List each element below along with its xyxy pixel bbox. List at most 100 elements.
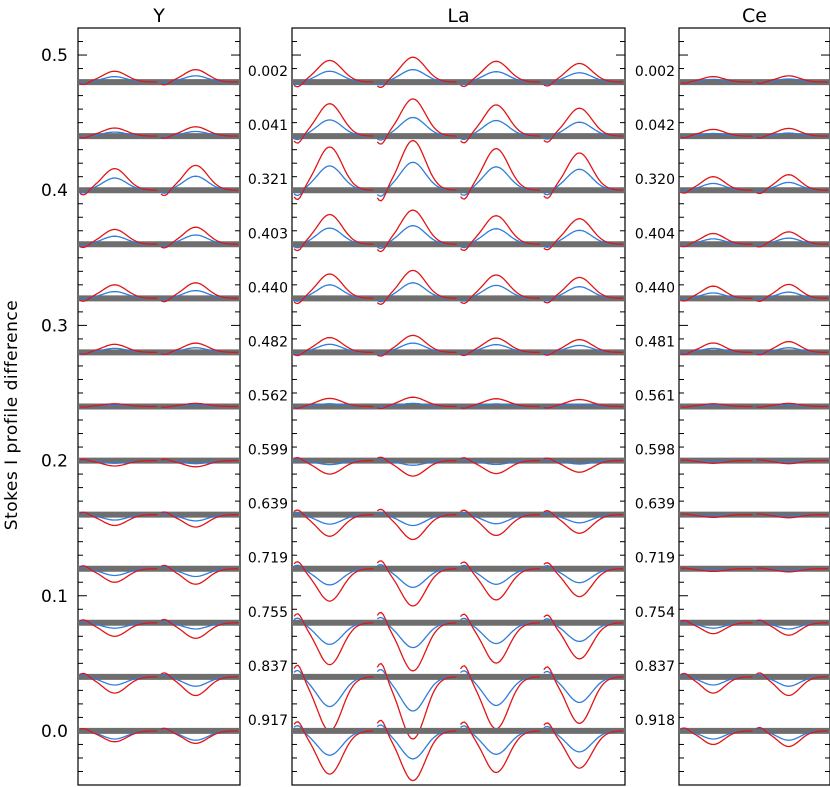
phase-label: 0.639 — [635, 497, 675, 513]
red-profile-curve — [756, 231, 829, 248]
panel-title: Y — [152, 5, 165, 27]
red-profile-curve — [756, 174, 828, 195]
blue-profile-curve — [460, 670, 540, 707]
red-profile-curve — [460, 457, 540, 475]
red-profile-curve — [160, 282, 238, 303]
red-profile-curve — [376, 209, 457, 253]
red-profile-curve — [293, 103, 374, 144]
red-profile-curve — [680, 232, 753, 248]
red-profile-curve — [460, 147, 540, 200]
red-profile-curve — [376, 269, 457, 305]
panel-la: La 0.002 0.041 0.321 0.403 0.440 0.482 0.562 0.5… — [248, 5, 626, 786]
phase-label: 0.041 — [248, 118, 288, 134]
panel-y: Y — [77, 5, 241, 786]
panels-group: Y La 0.002 0.041 0.321 0.403 0.440 0.482 0.562 0.… — [41, 5, 830, 786]
blue-profile-curve — [376, 161, 457, 197]
red-profile-curve — [460, 337, 540, 357]
red-profile-curve — [376, 508, 457, 541]
phase-label: 0.561 — [635, 389, 675, 405]
y-tick-label: 0.1 — [41, 587, 68, 607]
blue-profile-curve — [377, 225, 457, 249]
red-profile-curve — [460, 561, 540, 601]
red-profile-curve — [460, 721, 540, 774]
y-tick-label: 0.2 — [41, 452, 68, 472]
red-profile-curve — [543, 338, 623, 356]
red-profile-curve — [756, 619, 828, 636]
red-profile-curve — [543, 107, 624, 143]
red-profile-curve — [160, 672, 238, 697]
red-profile-curve — [680, 76, 753, 84]
blue-profile-curve — [543, 670, 623, 704]
red-profile-curve — [376, 719, 457, 782]
blue-profile-curve — [293, 669, 374, 708]
red-profile-curve — [680, 459, 753, 464]
phase-label: 0.917 — [248, 713, 288, 729]
y-tick-label: 0.4 — [41, 181, 68, 201]
red-profile-curve — [79, 167, 158, 196]
blue-profile-curve — [543, 121, 623, 140]
red-profile-curve — [293, 613, 374, 666]
phase-label: 0.598 — [635, 443, 675, 459]
red-profile-curve — [680, 285, 753, 302]
red-profile-curve — [79, 228, 158, 249]
y-tick-label: 0.0 — [41, 722, 68, 742]
red-profile-curve — [293, 397, 374, 409]
phase-label: 0.639 — [248, 497, 288, 513]
red-profile-curve — [543, 666, 624, 725]
red-profile-curve — [160, 164, 239, 197]
red-profile-curve — [376, 662, 457, 740]
phase-label: 0.321 — [248, 172, 288, 188]
red-profile-curve — [756, 567, 828, 573]
blue-profile-curve — [377, 116, 457, 141]
red-profile-curve — [543, 152, 623, 199]
red-profile-curve — [680, 727, 753, 746]
blue-profile-curve — [376, 616, 457, 649]
red-profile-curve — [459, 665, 540, 730]
red-profile-curve — [460, 613, 540, 664]
red-profile-curve — [756, 672, 828, 697]
red-profile-curve — [79, 458, 157, 467]
red-profile-curve — [756, 340, 828, 356]
red-profile-curve — [460, 274, 540, 304]
blue-profile-curve — [377, 511, 457, 527]
red-profile-curve — [756, 726, 828, 748]
red-profile-curve — [160, 564, 239, 585]
blue-profile-curve — [543, 618, 623, 643]
red-profile-curve — [160, 727, 238, 745]
red-profile-curve — [756, 283, 828, 302]
red-profile-curve — [79, 403, 157, 408]
red-profile-curve — [460, 60, 540, 88]
red-profile-curve — [543, 722, 624, 769]
red-profile-curve — [293, 561, 374, 602]
red-profile-curve — [377, 456, 457, 477]
phase-label: 0.002 — [635, 64, 675, 80]
blue-profile-curve — [460, 725, 540, 755]
y-axis-label: Stokes I profile difference — [2, 300, 22, 530]
red-profile-curve — [160, 226, 239, 249]
blue-profile-curve — [376, 668, 457, 712]
red-profile-curve — [680, 513, 753, 518]
blue-profile-curve — [293, 165, 374, 197]
red-profile-curve — [160, 511, 238, 528]
phase-label: 0.042 — [635, 118, 675, 134]
phase-label: 0.837 — [248, 659, 288, 675]
phase-label: 0.837 — [635, 659, 675, 675]
blue-profile-curve — [293, 119, 374, 141]
red-profile-curve — [460, 509, 540, 537]
panel-title: Ce — [742, 5, 767, 27]
red-profile-curve — [756, 402, 828, 408]
red-profile-curve — [460, 104, 540, 144]
phase-label: 0.562 — [248, 389, 288, 405]
red-profile-curve — [543, 218, 623, 251]
red-profile-curve — [79, 727, 158, 743]
red-profile-curve — [377, 396, 457, 410]
phase-label: 0.599 — [248, 443, 288, 459]
red-profile-curve — [543, 62, 623, 87]
red-profile-curve — [376, 56, 457, 89]
y-tick-label: 0.3 — [41, 316, 68, 336]
phase-label: 0.320 — [635, 172, 675, 188]
red-profile-curve — [293, 457, 374, 475]
panel-ce: Ce 0.002 0.042 0.320 0.404 0.440 0.481 0.561 0.5… — [635, 5, 830, 786]
blue-profile-curve — [460, 166, 540, 196]
red-profile-curve — [376, 560, 457, 607]
